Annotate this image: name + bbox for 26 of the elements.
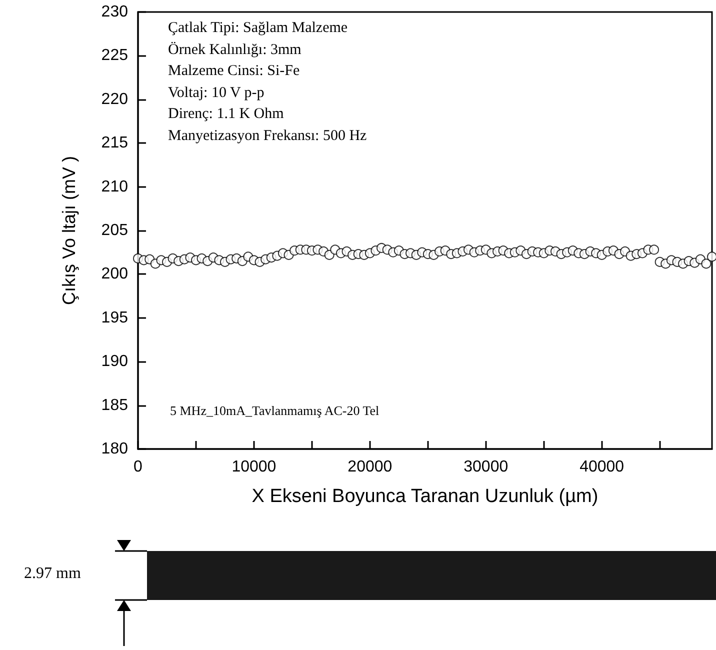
annotation: Manyetizasyon Frekansı: 500 Hz xyxy=(168,128,367,144)
y-tick-label: 185 xyxy=(101,396,128,414)
annotation: Malzeme Cinsi: Si-Fe xyxy=(168,63,300,80)
x-tick-label: 10000 xyxy=(232,458,276,476)
y-tick-label: 230 xyxy=(101,4,128,20)
y-tick-label: 200 xyxy=(101,266,128,283)
text: 2.97 mm xyxy=(24,565,81,583)
y-tick-label: 190 xyxy=(101,353,128,370)
x-axis-title: X Ekseni Boyunca Taranan Uzunluk (µm) xyxy=(252,486,598,507)
y-tick-label: 180 xyxy=(101,440,128,458)
annotation: Direnç: 1.1 K Ohm xyxy=(168,106,284,123)
annotation: Çatlak Tipi: Sağlam Malzeme xyxy=(168,20,348,37)
y-axis-title: Çıkış Vo ltajı (mV ) xyxy=(59,156,79,306)
annotation: 5 MHz_10mA_Tavlanmamış AC-20 Tel xyxy=(170,403,380,419)
y-tick-label: 215 xyxy=(101,134,128,152)
annotation: Örnek Kalınlığı: 3mm xyxy=(168,42,302,58)
x-tick-label: 20000 xyxy=(348,458,392,476)
annotation: Voltaj: 10 V p-p xyxy=(168,84,264,102)
y-tick-label: 195 xyxy=(101,309,128,326)
y-tick-label: 220 xyxy=(101,90,128,108)
y-tick-label: 225 xyxy=(101,47,128,64)
x-tick-label: 0 xyxy=(134,458,143,476)
y-tick-label: 210 xyxy=(101,178,128,196)
y-tick-label: 205 xyxy=(101,222,128,239)
x-tick-label: 40000 xyxy=(580,458,624,476)
x-tick-label: 30000 xyxy=(464,458,508,476)
